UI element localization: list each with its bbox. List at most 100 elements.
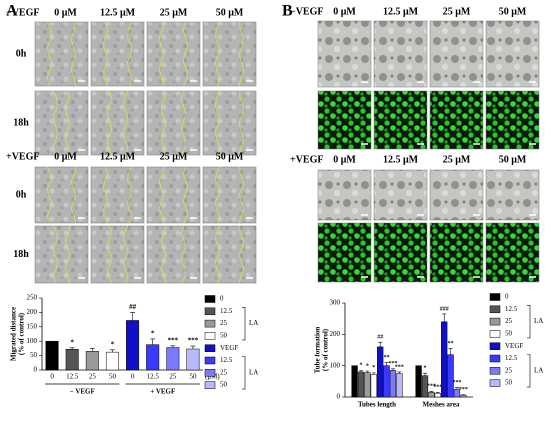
time-label: 18h: [13, 117, 29, 128]
legend-label: 50: [505, 330, 513, 338]
legend-label: 12.5: [505, 354, 518, 362]
concentration-label: 50 μM: [216, 7, 244, 18]
micrograph: [373, 90, 428, 150]
significance-label: ##: [129, 303, 137, 311]
error-bar: [435, 392, 440, 394]
wound-edge: [122, 225, 129, 284]
y-tick-label: 100: [27, 337, 38, 345]
group-label: − VEGF: [70, 388, 95, 396]
bar: [166, 347, 180, 371]
error-bar: [371, 372, 376, 375]
micrograph: [146, 21, 201, 87]
micrograph: [485, 222, 540, 283]
wound-edge: [126, 21, 133, 87]
bar: [357, 371, 365, 398]
time-label: 0h: [16, 48, 27, 59]
significance-label: ***: [168, 336, 179, 344]
legend-label: 50: [220, 381, 228, 389]
error-bar: [397, 371, 402, 374]
significance-label: *: [111, 340, 115, 348]
treatment-label: −VEGF: [6, 7, 39, 18]
significance-label: *: [424, 366, 427, 372]
concentration-label: 50 μM: [499, 6, 527, 17]
wound-edge: [46, 21, 53, 87]
error-bar: [378, 341, 383, 347]
wound-edge: [160, 225, 167, 284]
bar: [370, 374, 377, 398]
bar: [45, 340, 59, 371]
legend-label: 25: [505, 366, 513, 374]
concentration-label: 0 μM: [54, 7, 77, 18]
concentration-label: 25 μM: [160, 7, 188, 18]
bar: [383, 365, 390, 398]
error-bar: [89, 348, 95, 352]
legend-swatch: [204, 332, 216, 340]
legend-swatch: [489, 330, 501, 338]
time-label: 0h: [16, 189, 27, 200]
treatment-label: −VEGF: [290, 6, 323, 17]
significance-label: ##: [377, 335, 383, 341]
bar: [364, 372, 371, 398]
x-tick-label: 12.5: [66, 373, 79, 381]
micrograph: [485, 20, 540, 88]
x-tick-label: 0: [131, 373, 135, 381]
micrograph: [202, 225, 257, 284]
error-bar: [109, 349, 115, 353]
significance-label: **: [384, 355, 390, 361]
error-bar: [448, 348, 453, 355]
concentration-label: 50 μM: [499, 154, 527, 165]
legend-bracket-label: LA: [534, 317, 543, 325]
micrograph: [90, 21, 145, 87]
concentration-label: 0 μM: [54, 151, 77, 162]
concentration-label: 12.5 μM: [100, 7, 136, 18]
bar: [441, 321, 448, 398]
y-tick-label: 150: [27, 322, 38, 330]
group-label: + VEGF: [150, 388, 175, 396]
legend-bracket: [527, 354, 531, 388]
legend-label: VEGF: [220, 344, 238, 352]
significance-label: *: [70, 338, 74, 346]
error-bar: [442, 313, 447, 322]
error-bar: [365, 370, 370, 373]
x-tick-label: 25: [89, 373, 97, 381]
x-tick-label: 0: [50, 373, 54, 381]
legend-label: 25: [220, 319, 228, 327]
micrograph: [202, 90, 257, 156]
wound-edge: [214, 21, 221, 87]
legend-bracket-label: LA: [249, 368, 258, 376]
legend-swatch: [204, 381, 216, 389]
bar: [351, 365, 358, 398]
wound-edge: [106, 90, 113, 156]
wound-edge: [158, 166, 165, 224]
micrograph: [373, 20, 428, 88]
y-axis-label: Tube formation: [314, 327, 322, 374]
bar: [146, 344, 160, 371]
significance-label: ***: [433, 385, 442, 391]
significance-label: ***: [389, 361, 398, 367]
treatment-label: +VEGF: [290, 154, 323, 165]
significance-label: *: [360, 363, 363, 369]
bar: [415, 365, 422, 398]
error-bar: [461, 394, 466, 396]
wound-edge: [158, 21, 165, 87]
panel-label: B: [282, 3, 293, 20]
micrograph: [90, 166, 145, 224]
error-bar: [69, 347, 75, 350]
concentration-label: 0 μM: [333, 154, 356, 165]
wound-edge: [180, 225, 187, 284]
legend-swatch: [204, 295, 216, 303]
micrograph: [317, 222, 372, 283]
legend-label: 25: [505, 317, 513, 325]
error-bar: [384, 362, 389, 366]
wound-edge: [64, 225, 71, 284]
wound-edge: [64, 90, 71, 156]
micrograph: [429, 20, 484, 88]
x-tick-label: Tubes length: [358, 401, 396, 409]
significance-label: ###: [440, 306, 449, 312]
y-tick-label: 300: [330, 299, 341, 307]
error-bar: [130, 312, 136, 321]
legend-bracket: [527, 305, 531, 339]
legend-swatch: [204, 319, 216, 328]
micrograph: [34, 90, 89, 156]
